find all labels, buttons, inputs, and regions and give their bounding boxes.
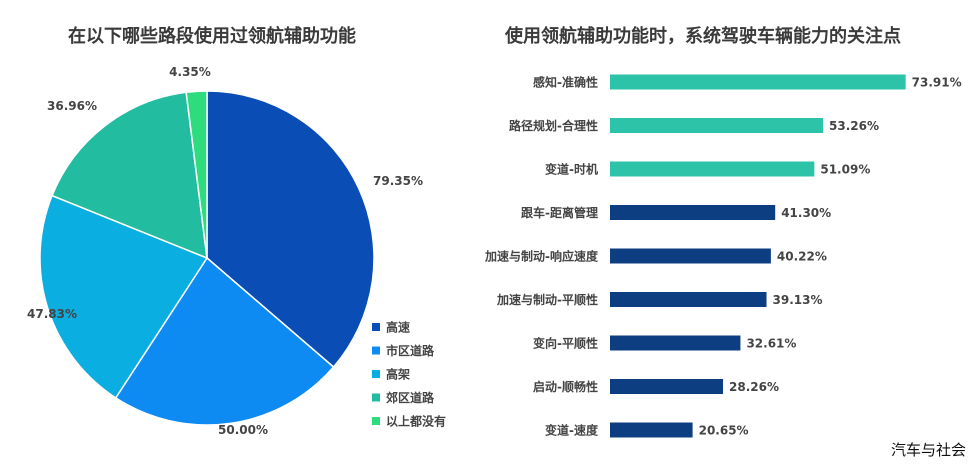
pie-slice-label: 4.35% — [169, 65, 211, 79]
bar — [610, 422, 693, 438]
bar-value-label: 32.61% — [746, 337, 796, 351]
bar — [610, 335, 741, 351]
bar-category-label: 变向-平顺性 — [533, 336, 598, 351]
bar-value-label: 41.30% — [781, 206, 831, 220]
bar-value-label: 73.91% — [912, 76, 962, 90]
bar-category-label: 加速与制动-响应速度 — [484, 249, 599, 264]
watermark-text: 汽车与社会 — [890, 441, 966, 459]
pie-slice-label: 50.00% — [218, 423, 268, 437]
pie-chart-title: 在以下哪些路段使用过领航辅助功能 — [68, 26, 356, 47]
legend-entry: 市区道路 — [386, 343, 435, 358]
bar-category-label: 变道-速度 — [545, 423, 599, 438]
legend-swatch — [372, 417, 380, 425]
pie-slice — [185, 90, 208, 259]
bar-category-label: 路径规划-合理性 — [509, 118, 598, 133]
bar-chart-title: 使用领航辅助功能时，系统驾驶车辆能力的关注点 — [505, 26, 901, 47]
bar-category-label: 感知-准确性 — [533, 75, 598, 90]
bar-chart: 感知-准确性 73.91% 路径规划-合理性 53.26% 变道-时机 51.09% 跟车-… — [484, 74, 962, 438]
bar-value-label: 53.26% — [829, 119, 879, 133]
bar-value-label: 20.65% — [699, 424, 749, 438]
bar-value-label: 39.13% — [773, 293, 823, 307]
bar-category-label: 加速与制动-平顺性 — [496, 292, 598, 307]
bar-value-label: 51.09% — [820, 163, 870, 177]
bar — [610, 161, 815, 177]
legend-entry: 高速 — [386, 320, 410, 335]
pie-slice — [51, 91, 208, 260]
bar — [610, 379, 724, 394]
legend-swatch — [372, 346, 380, 355]
bar — [610, 248, 771, 264]
bar-value-label: 28.26% — [729, 380, 779, 394]
bar — [610, 205, 776, 220]
bar — [610, 118, 824, 133]
pie-slice — [39, 194, 209, 399]
pie-slice — [206, 90, 375, 369]
bar-value-label: 40.22% — [777, 250, 827, 264]
legend-entry: 以上都没有 — [386, 414, 446, 429]
pie-slice-label: 47.83% — [27, 307, 77, 321]
legend-entry: 郊区道路 — [386, 390, 435, 405]
legend-swatch — [372, 323, 380, 331]
pie-chart: 79.35% 50.00% 47.83% 36.96% 4.35% — [27, 65, 423, 437]
bar-category-label: 变道-时机 — [545, 162, 598, 177]
legend-swatch — [372, 393, 380, 402]
bar — [610, 292, 767, 307]
bar — [610, 74, 906, 90]
pie-slice — [114, 256, 335, 426]
bar-category-label: 跟车-距离管理 — [521, 205, 598, 220]
bar-category-label: 启动-顺畅性 — [533, 379, 598, 394]
legend-entry: 高架 — [386, 367, 410, 382]
pie-slice-label: 36.96% — [47, 99, 97, 113]
pie-slice-label: 79.35% — [373, 174, 423, 188]
legend-swatch — [372, 370, 380, 378]
